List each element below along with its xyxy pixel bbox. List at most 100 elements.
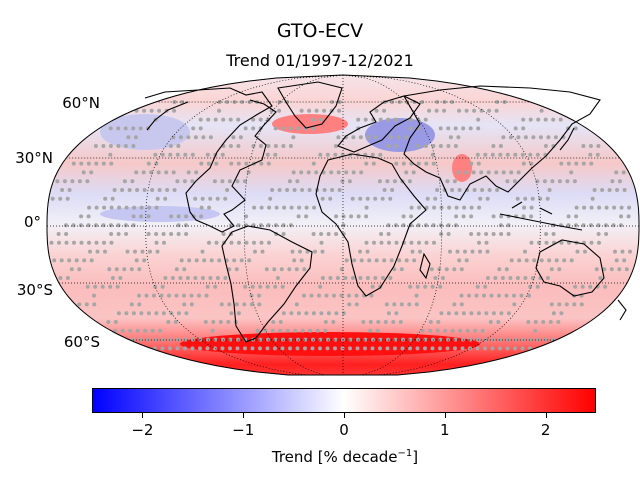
significance-dot	[412, 258, 417, 263]
significance-dot	[244, 240, 249, 245]
significance-dot	[164, 170, 169, 175]
significance-dot	[289, 223, 293, 228]
significance-dot	[386, 223, 391, 228]
significance-dot	[369, 293, 374, 298]
significance-dot	[112, 188, 117, 192]
significance-dot	[423, 346, 427, 351]
significance-dot	[64, 232, 69, 236]
significance-dot	[324, 293, 329, 298]
significance-dot	[427, 108, 432, 113]
significance-dot	[572, 302, 577, 307]
significance-dot	[170, 276, 175, 280]
significance-dot	[349, 214, 354, 219]
significance-dot	[79, 240, 84, 245]
significance-dot	[113, 328, 118, 333]
significance-dot	[62, 179, 67, 184]
significance-dot	[255, 328, 260, 333]
significance-dot	[273, 144, 278, 148]
significance-dot	[505, 152, 510, 157]
significance-dot	[298, 249, 302, 254]
significance-dot	[461, 214, 466, 219]
significance-dot	[299, 108, 304, 113]
significance-dot	[473, 328, 478, 333]
significance-dot	[198, 117, 203, 122]
significance-dot	[588, 284, 593, 289]
significance-dot	[176, 232, 181, 236]
negative-trend-patch-eurasia	[365, 118, 435, 152]
significance-dot	[462, 205, 467, 210]
significance-dot	[174, 267, 179, 272]
significance-dot	[590, 196, 595, 201]
significance-dot	[175, 179, 180, 184]
significance-dot	[208, 196, 213, 201]
significance-dot	[277, 108, 282, 113]
colorbar-tick-label: 1	[440, 421, 450, 439]
significance-dot	[365, 276, 370, 280]
significance-dot	[562, 258, 567, 263]
significance-dot	[200, 196, 205, 201]
significance-dot	[331, 320, 336, 324]
significance-dot	[506, 337, 510, 342]
significance-dot	[273, 346, 277, 351]
significance-dot	[384, 302, 389, 307]
significance-dot	[611, 223, 616, 228]
significance-dot	[65, 196, 70, 201]
significance-dot	[399, 267, 404, 272]
significance-dot	[59, 258, 64, 263]
significance-dot	[520, 152, 525, 157]
significance-dot	[499, 223, 503, 228]
significance-dot	[178, 276, 183, 280]
significance-dot	[88, 249, 92, 254]
significance-dot	[193, 135, 198, 140]
significance-dot	[446, 232, 451, 236]
significance-dot	[318, 284, 323, 289]
significance-dot	[340, 179, 345, 184]
significance-dot	[77, 267, 82, 272]
significance-dot	[461, 311, 466, 316]
significance-dot	[437, 267, 442, 272]
significance-dot	[139, 311, 144, 316]
significance-dot	[79, 161, 84, 166]
significance-dot	[317, 293, 321, 298]
significance-dot	[536, 337, 540, 342]
significance-dot	[296, 126, 301, 131]
significance-dot	[343, 276, 348, 280]
significance-dot	[366, 135, 371, 140]
significance-dot	[259, 240, 264, 245]
significance-dot	[52, 258, 57, 263]
significance-dot	[219, 302, 224, 307]
significance-dot	[582, 205, 587, 210]
significance-dot	[225, 100, 230, 104]
positive-trend-patch-atlantic	[272, 114, 348, 134]
significance-dot	[397, 258, 402, 263]
significance-dot	[290, 249, 295, 254]
significance-dot	[506, 223, 511, 228]
significance-dot	[280, 284, 285, 289]
significance-dot	[521, 337, 525, 342]
significance-dot	[137, 302, 142, 307]
significance-dot	[250, 284, 255, 289]
significance-dot	[569, 170, 574, 175]
significance-dot	[55, 179, 60, 184]
significance-dot	[311, 126, 316, 131]
significance-dot	[356, 117, 361, 122]
significance-dot	[273, 337, 278, 342]
significance-dot	[394, 311, 399, 316]
significance-dot	[376, 320, 381, 324]
significance-dot	[367, 258, 372, 263]
significance-dot	[545, 276, 550, 280]
significance-dot	[354, 302, 359, 307]
significance-dot	[434, 108, 439, 113]
significance-dot	[85, 179, 90, 184]
significance-dot	[49, 240, 54, 245]
significance-dot	[210, 328, 215, 333]
significance-dot	[329, 170, 334, 175]
significance-dot	[221, 337, 225, 342]
colorbar-title: Trend [% decade−1]	[271, 448, 419, 466]
significance-dot	[174, 293, 179, 298]
significance-dot	[229, 161, 234, 166]
significance-dot	[431, 161, 436, 166]
significance-dot	[438, 346, 442, 351]
significance-dot	[498, 337, 503, 342]
significance-dot	[238, 135, 243, 140]
